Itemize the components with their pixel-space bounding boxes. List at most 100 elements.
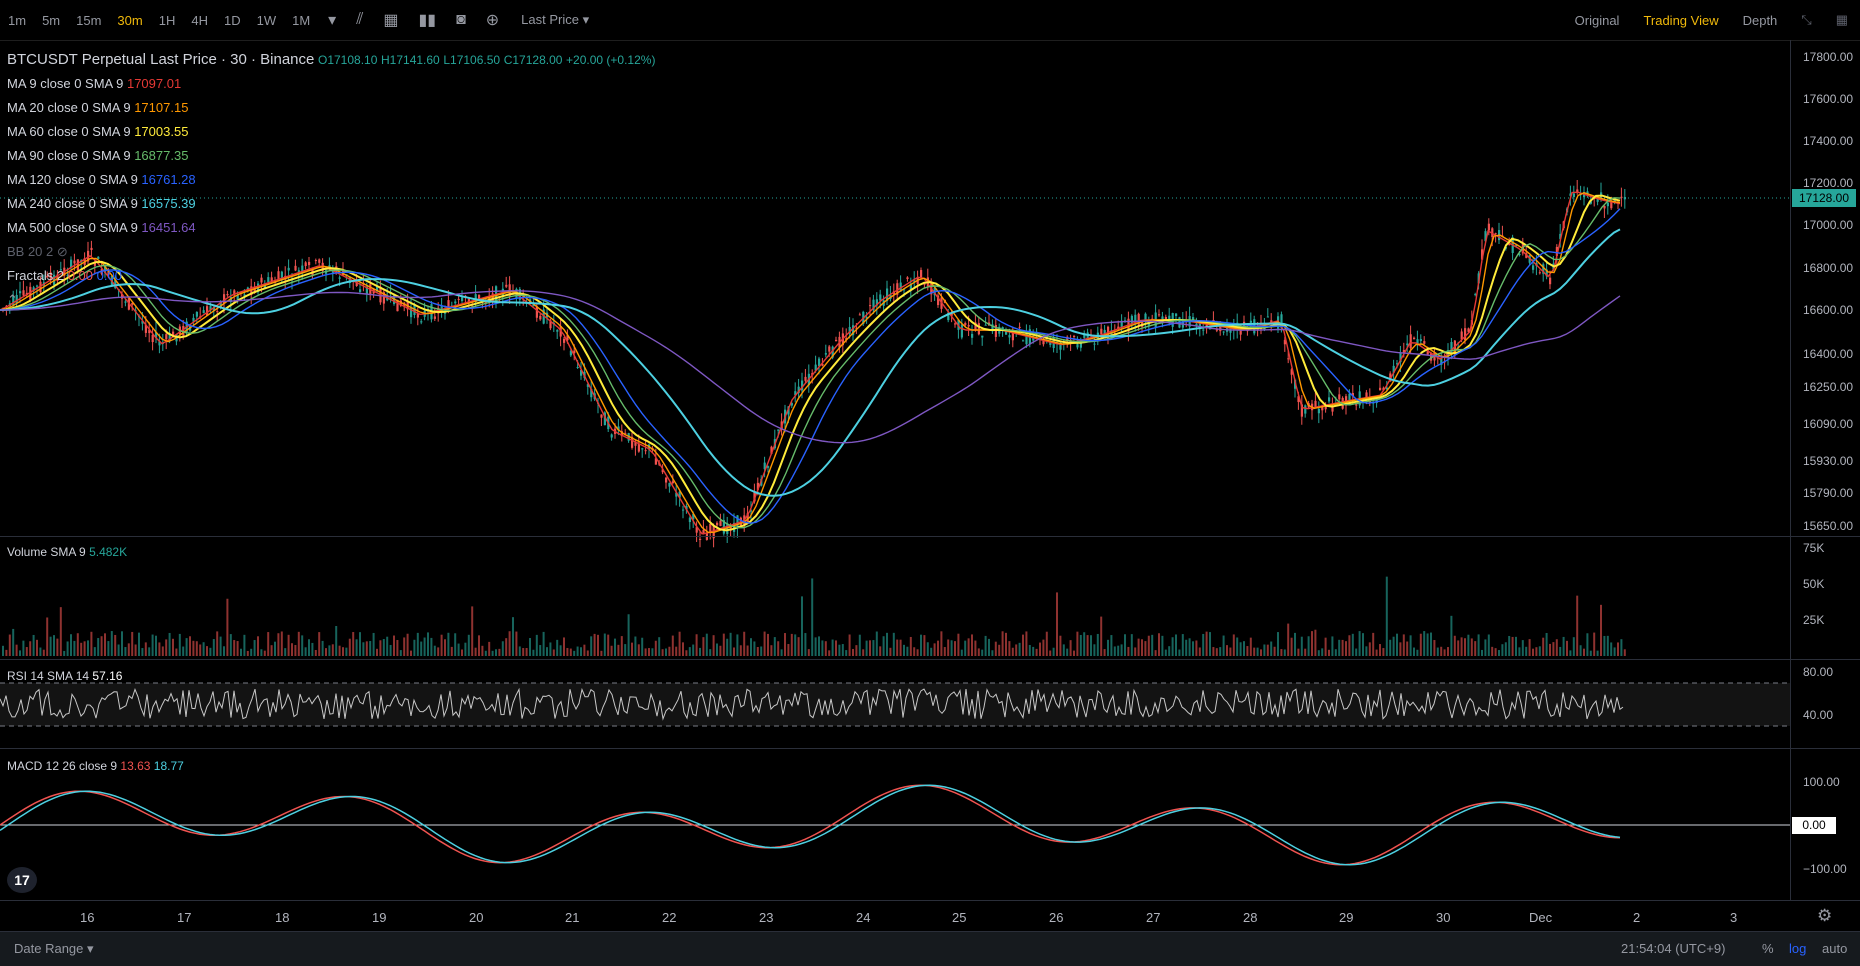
ma-row[interactable]: MA 120 close 0 SMA 9 16761.28 xyxy=(7,168,655,192)
volume-bar xyxy=(1100,616,1103,656)
timeframe-1m[interactable]: 1m xyxy=(8,12,27,28)
volume-bar xyxy=(76,633,79,656)
volume-bar xyxy=(1351,633,1354,656)
volume-bar xyxy=(1385,576,1388,656)
timeframe-5m[interactable]: 5m xyxy=(42,12,61,28)
volume-bar xyxy=(1511,636,1514,656)
volume-legend[interactable]: Volume SMA 9 5.482K xyxy=(7,545,127,559)
candle-body xyxy=(355,281,358,287)
volume-bar xyxy=(1382,648,1385,656)
auto-toggle[interactable]: auto xyxy=(1822,941,1848,956)
candle-body xyxy=(1266,316,1269,318)
timeframe-4h[interactable]: 4H xyxy=(191,12,208,28)
collapse-legend-icon[interactable]: ⌃ xyxy=(7,292,18,307)
macd-tick: −100.00 xyxy=(1803,862,1847,876)
candle-body xyxy=(19,291,22,294)
bb-row[interactable]: BB 20 2 ⊘ xyxy=(7,240,655,264)
volume-bar xyxy=(518,646,521,656)
view-depth[interactable]: Depth xyxy=(1742,12,1778,28)
timeframe-1d[interactable]: 1D xyxy=(223,12,241,28)
candle-body xyxy=(1474,294,1477,296)
add-icon[interactable]: ⊕ xyxy=(485,12,500,29)
candle-body xyxy=(777,429,780,431)
volume-bar xyxy=(423,637,426,656)
volume-bar xyxy=(678,631,681,656)
timeframe-30m[interactable]: 30m xyxy=(117,12,143,28)
last-price-dropdown[interactable]: Last Price ▾ xyxy=(521,12,590,27)
view-original[interactable]: Original xyxy=(1574,12,1620,28)
volume-bar xyxy=(1358,631,1361,656)
settings-gear-icon[interactable]: ⚙ xyxy=(1817,906,1833,925)
ma-row[interactable]: MA 500 close 0 SMA 9 16451.64 xyxy=(7,216,655,240)
candle-body xyxy=(165,334,168,340)
ma-row[interactable]: MA 60 close 0 SMA 9 17003.55 xyxy=(7,120,655,144)
date-tick: 30 xyxy=(1436,910,1451,925)
volume-bar xyxy=(1086,635,1089,656)
volume-bar xyxy=(1283,649,1286,656)
volume-bar xyxy=(1056,592,1058,656)
candle-body xyxy=(1212,320,1215,322)
volume-bar xyxy=(954,641,956,656)
candle-body xyxy=(36,285,39,287)
ma-label: MA 240 close 0 SMA 9 xyxy=(7,196,138,211)
date-range-dropdown[interactable]: Date Range ▾ xyxy=(14,941,94,956)
volume-bar xyxy=(529,638,531,656)
volume-bar xyxy=(1365,646,1368,656)
volume-bar xyxy=(308,639,310,656)
volume-bar xyxy=(855,645,858,656)
timeframe-1mo[interactable]: 1M xyxy=(292,12,311,28)
rsi-legend[interactable]: RSI 14 SMA 14 57.16 xyxy=(7,669,122,683)
candle-body xyxy=(223,294,226,304)
volume-bar xyxy=(226,598,229,656)
ma-row[interactable]: MA 90 close 0 SMA 9 16877.35 xyxy=(7,144,655,168)
candle-body xyxy=(1110,330,1113,339)
tradingview-logo[interactable]: 17 xyxy=(7,867,37,893)
candle-body xyxy=(1164,316,1167,320)
log-toggle[interactable]: log xyxy=(1789,941,1807,956)
percent-toggle[interactable]: % xyxy=(1762,941,1774,956)
volume-bar xyxy=(270,645,273,656)
layout-grid-icon[interactable]: ▦ xyxy=(1835,12,1848,27)
candlestick-icon[interactable]: ▮▮ xyxy=(418,12,437,29)
calculator-icon[interactable]: ▦ xyxy=(383,12,399,29)
candle-body xyxy=(209,306,212,311)
chevron-down-icon[interactable]: ▾ xyxy=(328,12,337,29)
fractals-row[interactable]: Fractals 2 0.00 0.00 xyxy=(7,264,655,288)
camera-icon[interactable]: ◙ xyxy=(456,11,466,28)
volume-bar xyxy=(36,639,38,656)
volume-bar xyxy=(828,650,831,656)
ma-row[interactable]: MA 240 close 0 SMA 9 16575.39 xyxy=(7,192,655,216)
view-trading-view[interactable]: Trading View xyxy=(1643,12,1719,28)
timeframe-1w[interactable]: 1W xyxy=(256,12,277,28)
macd-legend[interactable]: MACD 12 26 close 9 13.63 18.77 xyxy=(7,759,184,773)
date-tick: 16 xyxy=(80,910,95,925)
symbol-title[interactable]: BTCUSDT Perpetual Last Price · 30 · Bina… xyxy=(7,51,315,68)
volume-bar xyxy=(107,641,110,656)
chart-canvas[interactable] xyxy=(0,40,1790,900)
volume-bar xyxy=(906,646,909,656)
volume-bar xyxy=(277,633,280,656)
volume-bar xyxy=(1045,631,1048,656)
volume-bar xyxy=(542,631,545,656)
indicators-icon[interactable]: ⫽ xyxy=(356,11,364,28)
ma-line xyxy=(0,197,1621,529)
volume-bar xyxy=(1311,631,1313,656)
price-tick: 17800.00 xyxy=(1803,50,1854,64)
ma-row[interactable]: MA 20 close 0 SMA 9 17107.15 xyxy=(7,96,655,120)
candle-body xyxy=(141,321,144,324)
volume-bar xyxy=(1096,633,1099,656)
fractals-label: Fractals 2 xyxy=(7,268,65,283)
volume-bar xyxy=(1103,649,1106,656)
candle-body xyxy=(195,311,198,317)
collapse-icon[interactable]: ⤡ xyxy=(1801,12,1812,27)
ma-row[interactable]: MA 9 close 0 SMA 9 17097.01 xyxy=(7,72,655,96)
candle-body xyxy=(586,384,589,387)
timeframe-1h[interactable]: 1H xyxy=(158,12,176,28)
volume-bar xyxy=(1498,650,1500,656)
candle-body xyxy=(1549,277,1552,285)
eye-off-icon[interactable]: ⊘ xyxy=(56,244,68,259)
volume-bar xyxy=(641,637,644,656)
volume-bar xyxy=(246,650,249,656)
ma-label: MA 500 close 0 SMA 9 xyxy=(7,220,138,235)
timeframe-15m[interactable]: 15m xyxy=(76,12,102,28)
